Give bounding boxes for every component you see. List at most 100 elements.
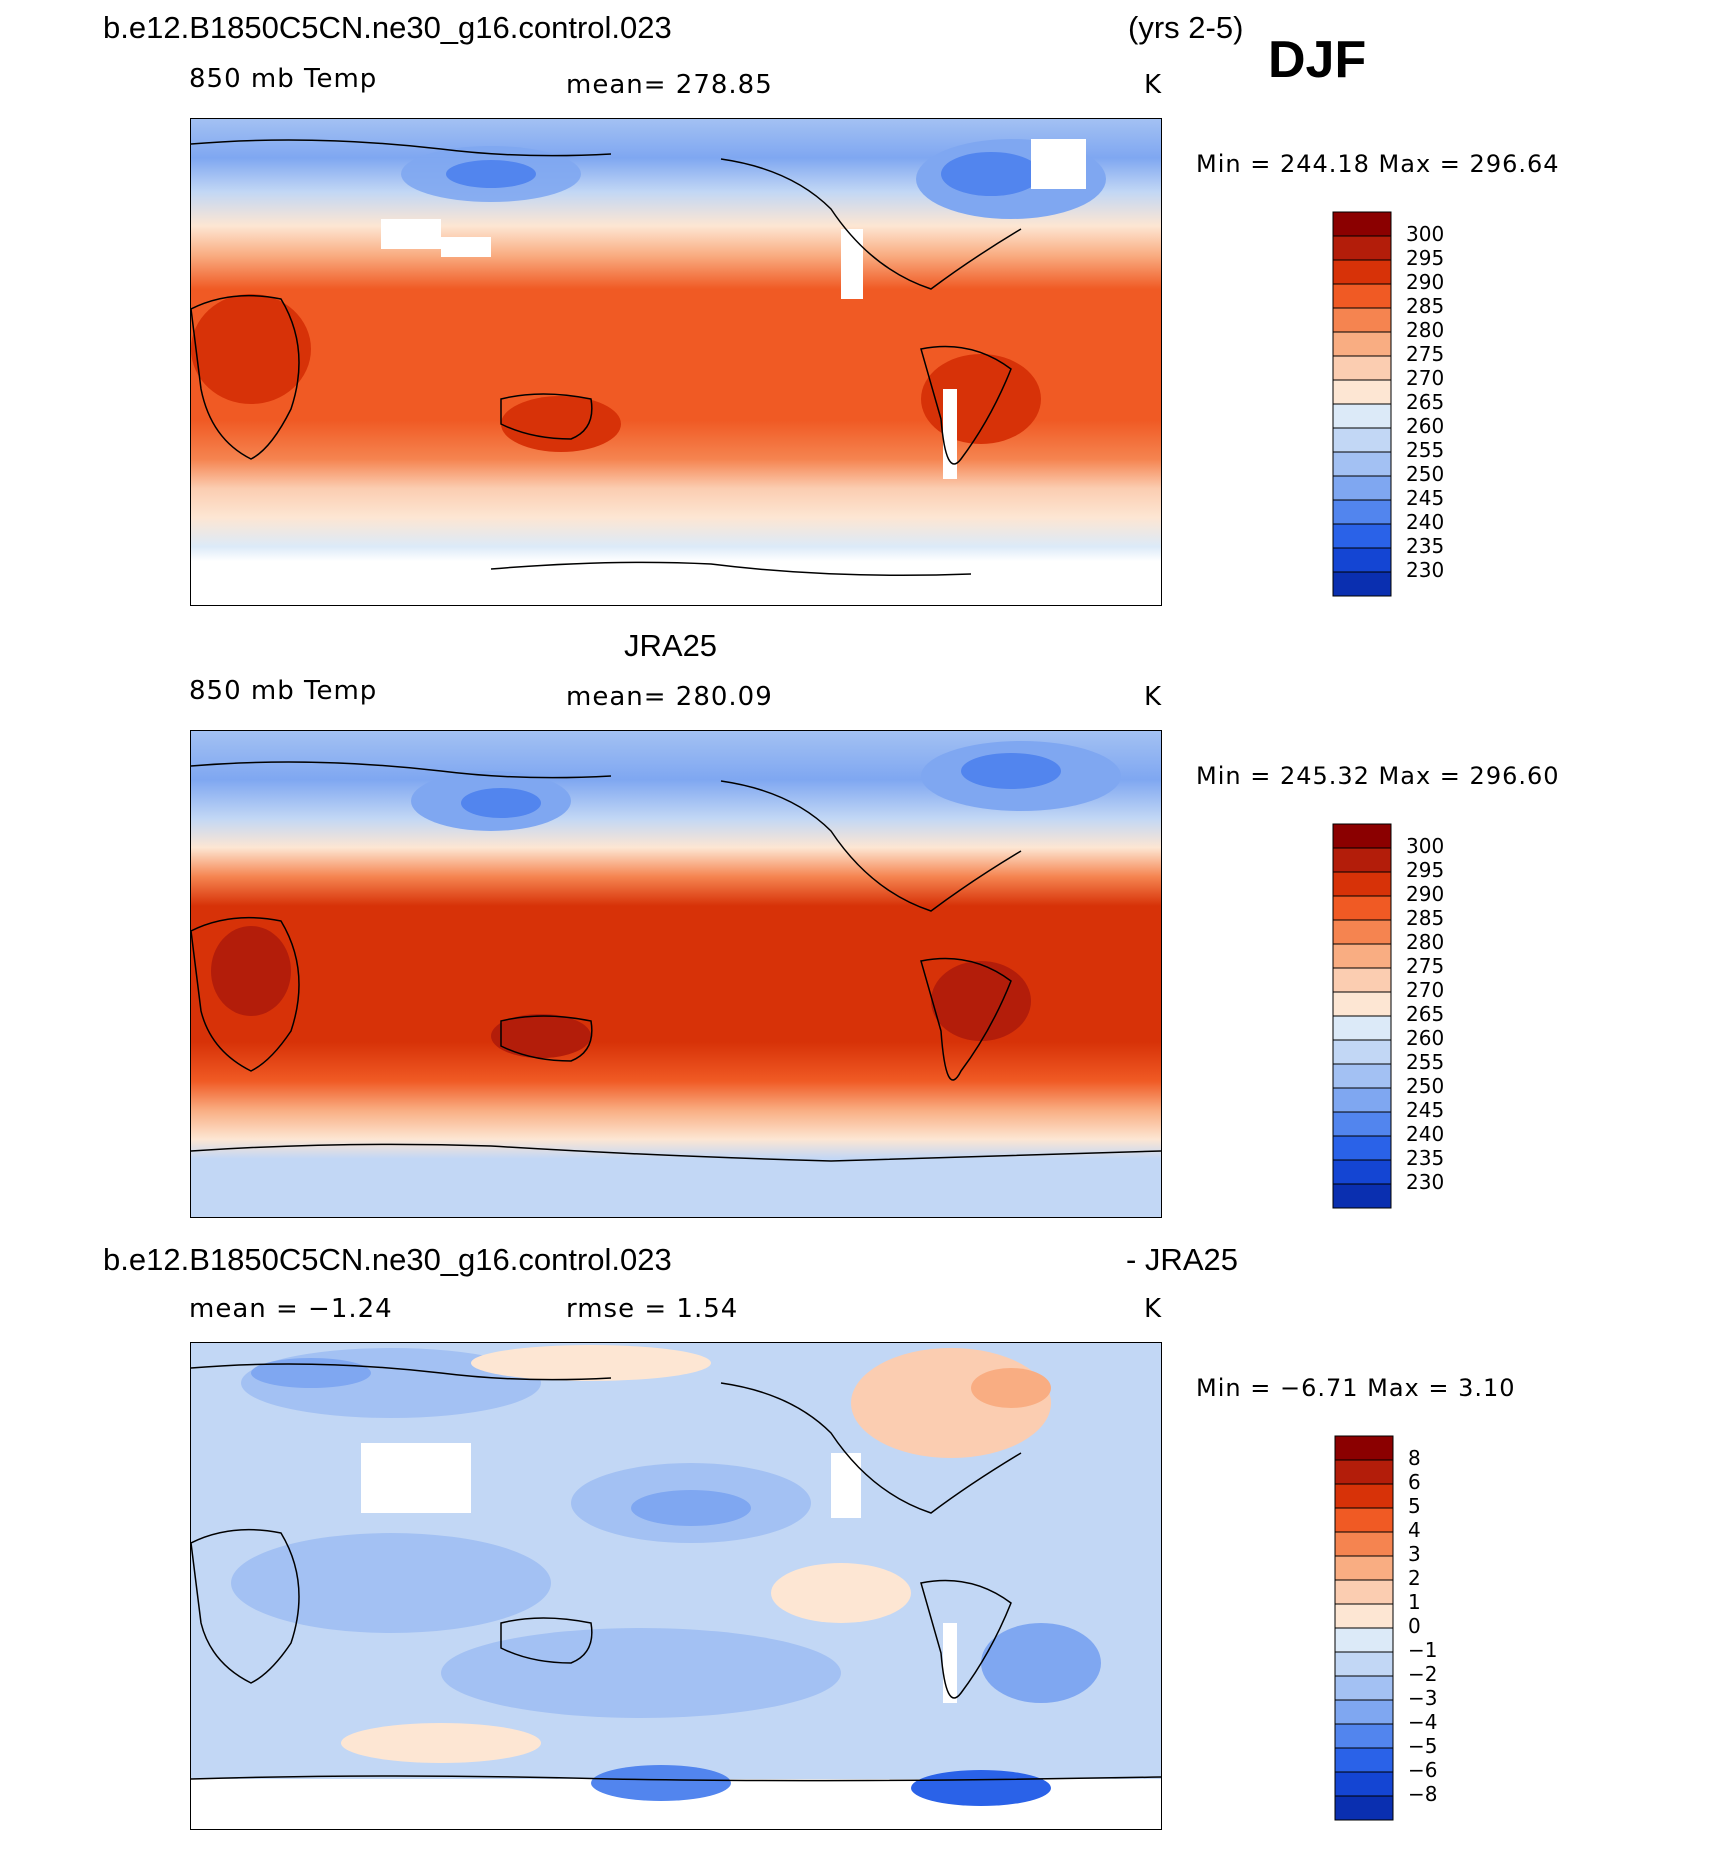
colorbar-tick-label: 265 <box>1406 1002 1445 1026</box>
colorbar-tick-label: 255 <box>1406 438 1445 462</box>
colorbar-swatch <box>1332 427 1392 453</box>
colorbar-tick-label: 295 <box>1406 858 1445 882</box>
colorbar-swatch <box>1332 847 1392 873</box>
panel3-title-right: - JRA25 <box>1126 1242 1238 1277</box>
colorbar-swatch <box>1332 211 1392 237</box>
colorbar-tick-label: −2 <box>1408 1662 1438 1686</box>
colorbar-tick-label: 1 <box>1408 1590 1421 1614</box>
colorbar-tick-label: 265 <box>1406 390 1445 414</box>
panel2-minmax: Min = 245.32 Max = 296.60 <box>1196 762 1560 790</box>
colorbar-tick-label: 285 <box>1406 294 1445 318</box>
colorbar-swatch <box>1332 451 1392 477</box>
colorbar-swatch <box>1334 1723 1394 1749</box>
colorbar-swatch <box>1332 379 1392 405</box>
colorbar-tick-label: 270 <box>1406 366 1445 390</box>
colorbar-swatch <box>1334 1651 1394 1677</box>
colorbar-swatch <box>1334 1507 1394 1533</box>
colorbar-swatch <box>1332 499 1392 525</box>
colorbar-tick-label: 2 <box>1408 1566 1421 1590</box>
colorbar-tick-label: 290 <box>1406 270 1445 294</box>
colorbar-swatch <box>1334 1555 1394 1581</box>
colorbar-tick-label: 255 <box>1406 1050 1445 1074</box>
colorbar-swatch <box>1334 1699 1394 1725</box>
colorbar-swatch <box>1332 307 1392 333</box>
colorbar-swatch <box>1334 1603 1394 1629</box>
colorbar-tick-label: 300 <box>1406 834 1445 858</box>
colorbar-tick-label: 260 <box>1406 414 1445 438</box>
colorbar-tick-label: −8 <box>1408 1782 1438 1806</box>
colorbar-swatch <box>1332 283 1392 309</box>
colorbar-swatch <box>1332 1135 1392 1161</box>
colorbar-swatch <box>1332 403 1392 429</box>
panel1-colorbar-svg <box>1332 211 1392 597</box>
colorbar-swatch <box>1332 235 1392 261</box>
colorbar-tick-label: 280 <box>1406 930 1445 954</box>
panel2-variable: 850 mb Temp <box>189 676 378 706</box>
colorbar-tick-label: 250 <box>1406 1074 1445 1098</box>
colorbar-swatch <box>1334 1795 1394 1821</box>
colorbar-swatch <box>1334 1459 1394 1485</box>
colorbar-swatch <box>1332 991 1392 1017</box>
colorbar-swatch <box>1334 1747 1394 1773</box>
colorbar-swatch <box>1332 355 1392 381</box>
colorbar-tick-label: 250 <box>1406 462 1445 486</box>
colorbar-swatch <box>1334 1483 1394 1509</box>
colorbar-tick-label: 0 <box>1408 1614 1421 1638</box>
colorbar-tick-label: 240 <box>1406 1122 1445 1146</box>
colorbar-swatch <box>1332 1159 1392 1185</box>
panel1-variable: 850 mb Temp <box>189 64 378 94</box>
colorbar-swatch <box>1334 1531 1394 1557</box>
colorbar-swatch <box>1332 1183 1392 1209</box>
colorbar-swatch <box>1332 943 1392 969</box>
colorbar-swatch <box>1332 1111 1392 1137</box>
colorbar-tick-label: −1 <box>1408 1638 1438 1662</box>
colorbar-swatch <box>1334 1627 1394 1653</box>
colorbar-swatch <box>1332 1087 1392 1113</box>
panel3-mean: mean = −1.24 <box>189 1294 393 1324</box>
colorbar-tick-label: 245 <box>1406 486 1445 510</box>
colorbar-swatch <box>1332 895 1392 921</box>
panel1-map <box>190 118 1162 606</box>
colorbar-tick-label: 270 <box>1406 978 1445 1002</box>
colorbar-swatch <box>1334 1435 1394 1461</box>
colorbar-tick-label: 6 <box>1408 1470 1421 1494</box>
years-label: (yrs 2-5) <box>1128 10 1244 45</box>
panel2-colorbar <box>1332 823 1453 1210</box>
colorbar-tick-label: 260 <box>1406 1026 1445 1050</box>
case-title: b.e12.B1850C5CN.ne30_g16.control.023 <box>103 10 672 45</box>
colorbar-tick-label: 8 <box>1408 1446 1421 1470</box>
colorbar-tick-label: 290 <box>1406 882 1445 906</box>
panel1-units: K <box>1144 70 1163 100</box>
colorbar-swatch <box>1332 1063 1392 1089</box>
colorbar-swatch <box>1332 1015 1392 1041</box>
colorbar-swatch <box>1332 919 1392 945</box>
colorbar-tick-label: 285 <box>1406 906 1445 930</box>
panel2-title: JRA25 <box>624 628 718 663</box>
colorbar-tick-label: 245 <box>1406 1098 1445 1122</box>
colorbar-swatch <box>1332 871 1392 897</box>
colorbar-swatch <box>1334 1771 1394 1797</box>
panel3-colorbar-svg <box>1334 1435 1394 1821</box>
colorbar-tick-label: −3 <box>1408 1686 1438 1710</box>
panel2-mean: mean= 280.09 <box>566 682 773 712</box>
colorbar-tick-label: 295 <box>1406 246 1445 270</box>
colorbar-tick-label: −4 <box>1408 1710 1438 1734</box>
colorbar-tick-label: 4 <box>1408 1518 1421 1542</box>
panel3-rmse: rmse = 1.54 <box>566 1294 739 1324</box>
colorbar-tick-label: 230 <box>1406 558 1445 582</box>
colorbar-tick-label: 230 <box>1406 1170 1445 1194</box>
colorbar-tick-label: 275 <box>1406 954 1445 978</box>
colorbar-tick-label: 5 <box>1408 1494 1421 1518</box>
panel2-colorbar-svg <box>1332 823 1392 1209</box>
colorbar-tick-label: 280 <box>1406 318 1445 342</box>
panel3-map <box>190 1342 1162 1830</box>
colorbar-swatch <box>1334 1579 1394 1605</box>
colorbar-tick-label: 300 <box>1406 222 1445 246</box>
colorbar-swatch <box>1332 259 1392 285</box>
panel3-title-left: b.e12.B1850C5CN.ne30_g16.control.023 <box>103 1242 672 1277</box>
colorbar-tick-label: −6 <box>1408 1758 1438 1782</box>
colorbar-tick-label: 3 <box>1408 1542 1421 1566</box>
colorbar-swatch <box>1332 523 1392 549</box>
panel3-colorbar <box>1334 1435 1455 1822</box>
panel3-minmax: Min = −6.71 Max = 3.10 <box>1196 1374 1516 1402</box>
